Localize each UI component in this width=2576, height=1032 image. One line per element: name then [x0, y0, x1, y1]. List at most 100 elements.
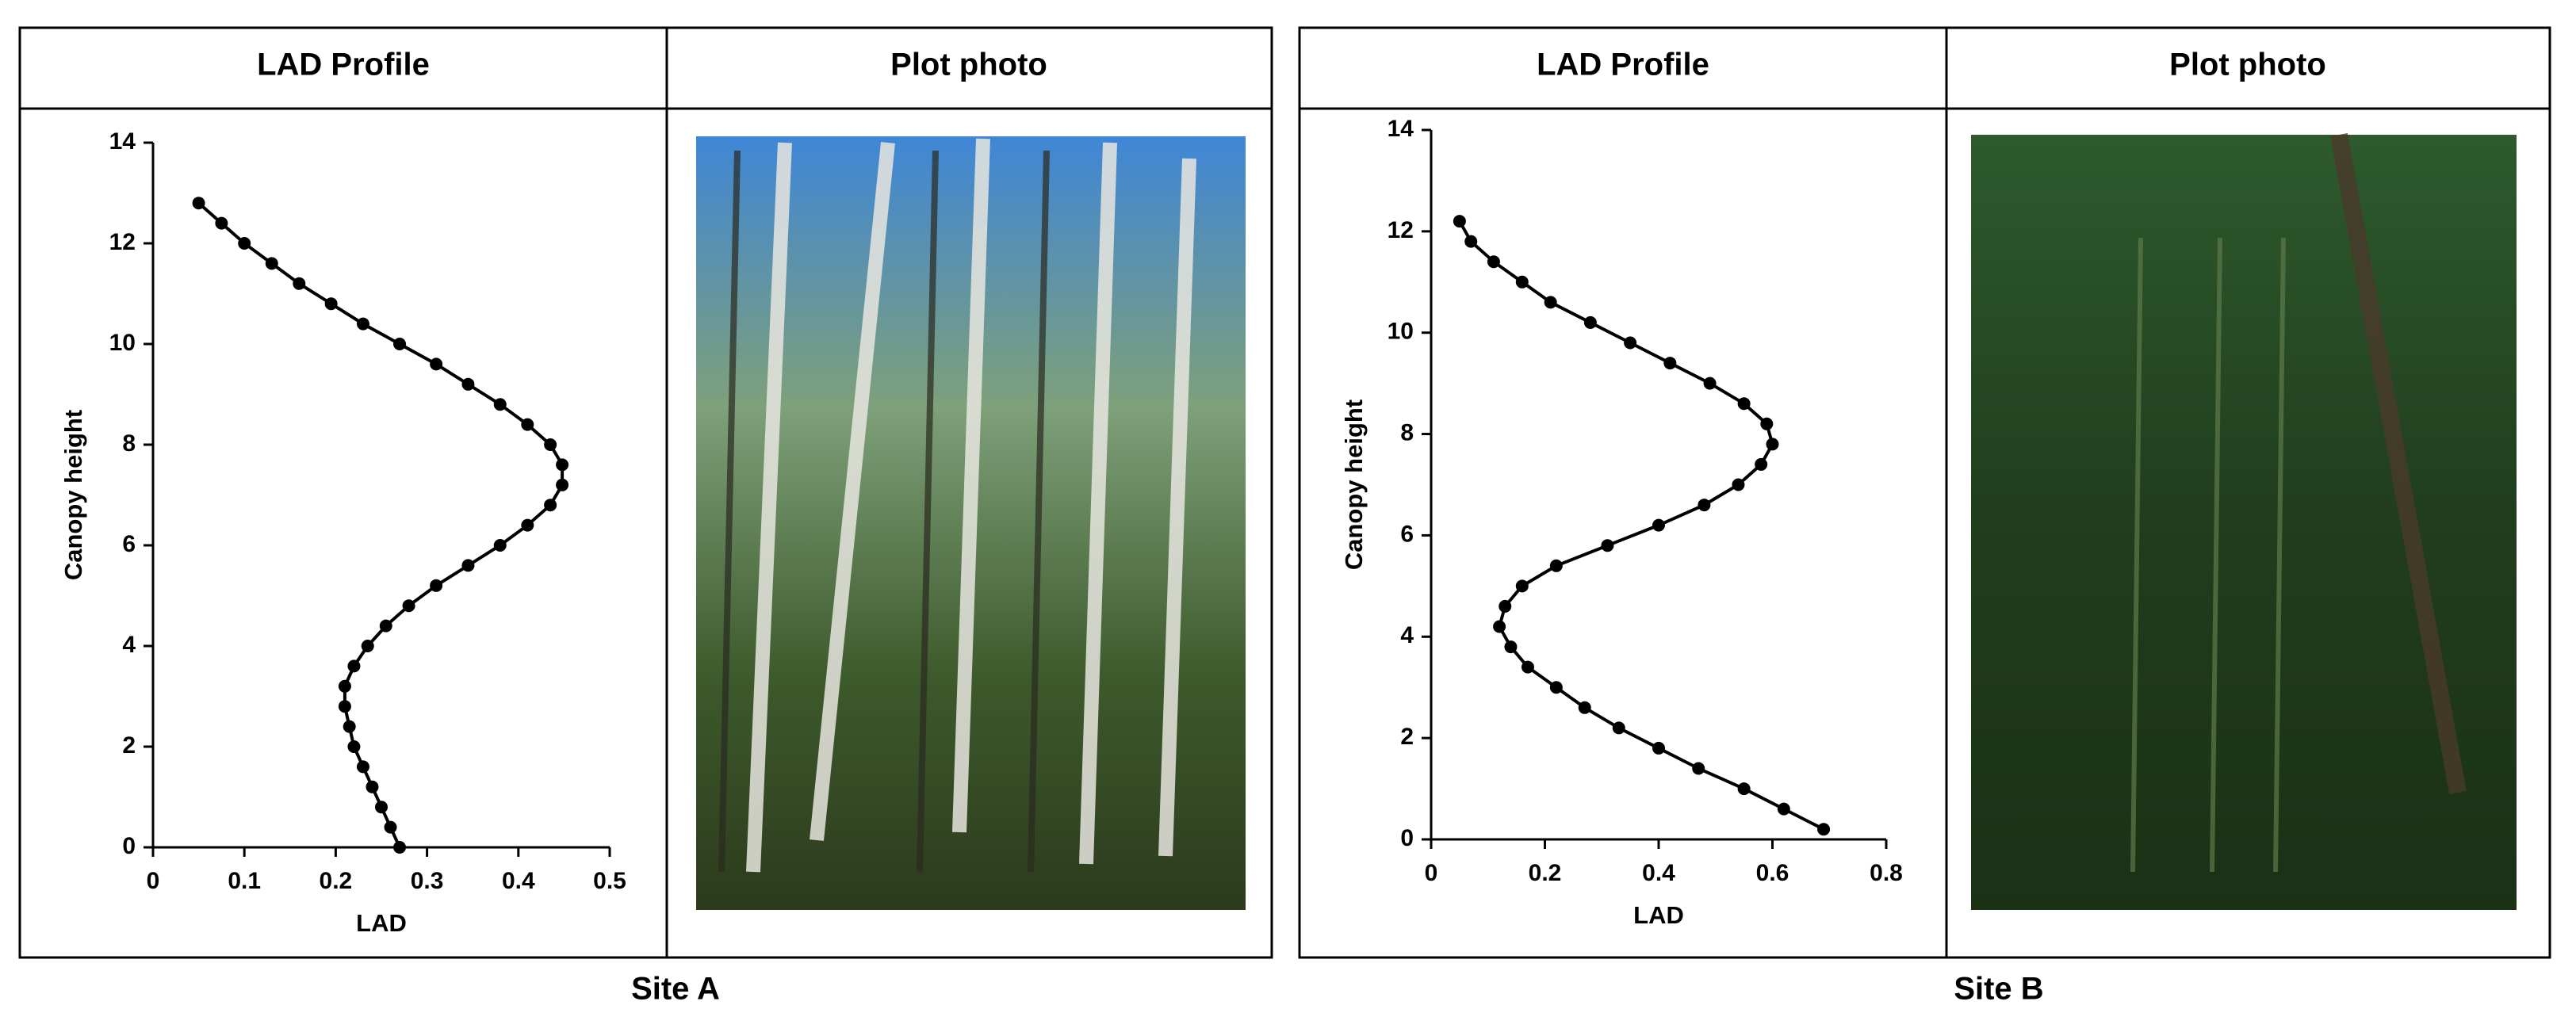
x-tick-label: 0.2 [320, 868, 353, 894]
data-point [366, 780, 379, 793]
data-point [1515, 275, 1529, 289]
data-point [556, 478, 569, 491]
data-point [361, 640, 374, 652]
data-point [1698, 499, 1711, 512]
data-point [1760, 417, 1774, 430]
data-point [1464, 235, 1478, 248]
data-point [402, 599, 415, 613]
y-tick-label: 2 [122, 732, 136, 759]
y-tick-label: 14 [1388, 116, 1414, 142]
panel-frame [18, 26, 2551, 959]
data-point [347, 659, 361, 673]
data-point [493, 539, 507, 552]
x-tick-label: 0.2 [1529, 860, 1562, 886]
data-point [293, 277, 306, 290]
data-point [393, 338, 407, 350]
data-point [1612, 721, 1625, 735]
column-header: Plot photo [2169, 48, 2326, 82]
x-axis-label: LAD [356, 909, 407, 937]
data-point [324, 297, 338, 311]
y-tick-label: 2 [1400, 724, 1414, 750]
data-point [1521, 660, 1534, 674]
data-point [1487, 255, 1500, 269]
column-header: LAD Profile [257, 48, 430, 82]
data-point [544, 499, 557, 512]
data-point [430, 357, 443, 371]
y-tick-label: 8 [1400, 419, 1414, 445]
data-point [461, 559, 475, 572]
data-point [493, 398, 507, 411]
data-point [1578, 701, 1591, 714]
x-tick-label: 0.5 [593, 868, 626, 894]
y-tick-label: 12 [1388, 217, 1414, 243]
data-point [1453, 215, 1466, 228]
data-point [338, 700, 351, 713]
data-point [1583, 315, 1597, 329]
data-point [461, 377, 475, 391]
data-point [1499, 599, 1512, 613]
data-point [1515, 579, 1529, 593]
data-point [393, 841, 407, 854]
x-tick-label: 0.3 [411, 868, 444, 894]
x-tick-label: 0.6 [1756, 860, 1789, 886]
y-tick-label: 6 [1400, 521, 1414, 547]
data-point [521, 418, 534, 431]
data-point [1549, 559, 1563, 572]
x-tick-label: 0 [1425, 860, 1438, 886]
data-point [1663, 357, 1677, 370]
x-tick-label: 0.4 [1642, 860, 1675, 886]
data-point [356, 317, 369, 331]
data-point [265, 257, 278, 270]
data-point [521, 518, 534, 532]
plot-photo [1971, 133, 2517, 910]
y-tick-label: 6 [122, 531, 136, 557]
data-point [215, 216, 228, 230]
data-point [556, 458, 569, 472]
data-point [1732, 478, 1745, 491]
data-point [1652, 741, 1665, 755]
data-point [375, 801, 388, 814]
site-caption: Site A [631, 972, 720, 1007]
data-point [1737, 782, 1751, 796]
x-tick-label: 0.1 [228, 868, 261, 894]
y-tick-label: 14 [109, 128, 136, 155]
y-axis-label: Canopy height [59, 410, 87, 580]
data-point [356, 760, 369, 774]
y-tick-label: 0 [1400, 825, 1414, 851]
data-point [338, 679, 351, 693]
data-point [1601, 539, 1614, 552]
profile-line [197, 201, 565, 848]
data-point [544, 438, 557, 451]
y-tick-label: 0 [122, 833, 136, 859]
data-point [1493, 620, 1506, 633]
x-axis-label: LAD [1633, 901, 1684, 929]
plot-photo [696, 136, 1246, 910]
data-point [1549, 681, 1563, 694]
column-header: LAD Profile [1537, 48, 1709, 82]
data-point [1703, 376, 1717, 390]
data-point [1624, 336, 1637, 350]
y-tick-label: 8 [122, 430, 136, 457]
data-point [1777, 802, 1790, 816]
data-point [192, 197, 205, 210]
data-point [1766, 438, 1779, 451]
data-point [1755, 457, 1768, 471]
y-tick-label: 10 [1388, 319, 1414, 345]
data-point [347, 740, 361, 753]
column-header: Plot photo [890, 48, 1047, 82]
x-tick-label: 0.4 [502, 868, 535, 894]
site-caption: Site B [1954, 972, 2043, 1007]
data-point [379, 619, 392, 633]
data-point [1544, 296, 1557, 309]
y-tick-label: 12 [109, 229, 136, 255]
y-axis-label: Canopy height [1340, 399, 1368, 570]
y-tick-label: 4 [1400, 622, 1414, 648]
x-tick-label: 0.8 [1870, 860, 1903, 886]
data-point [238, 237, 251, 250]
data-point [430, 579, 443, 592]
data-point [1737, 397, 1751, 411]
x-tick-label: 0 [147, 868, 160, 894]
profile-line [1458, 220, 1824, 831]
data-point [384, 820, 397, 834]
